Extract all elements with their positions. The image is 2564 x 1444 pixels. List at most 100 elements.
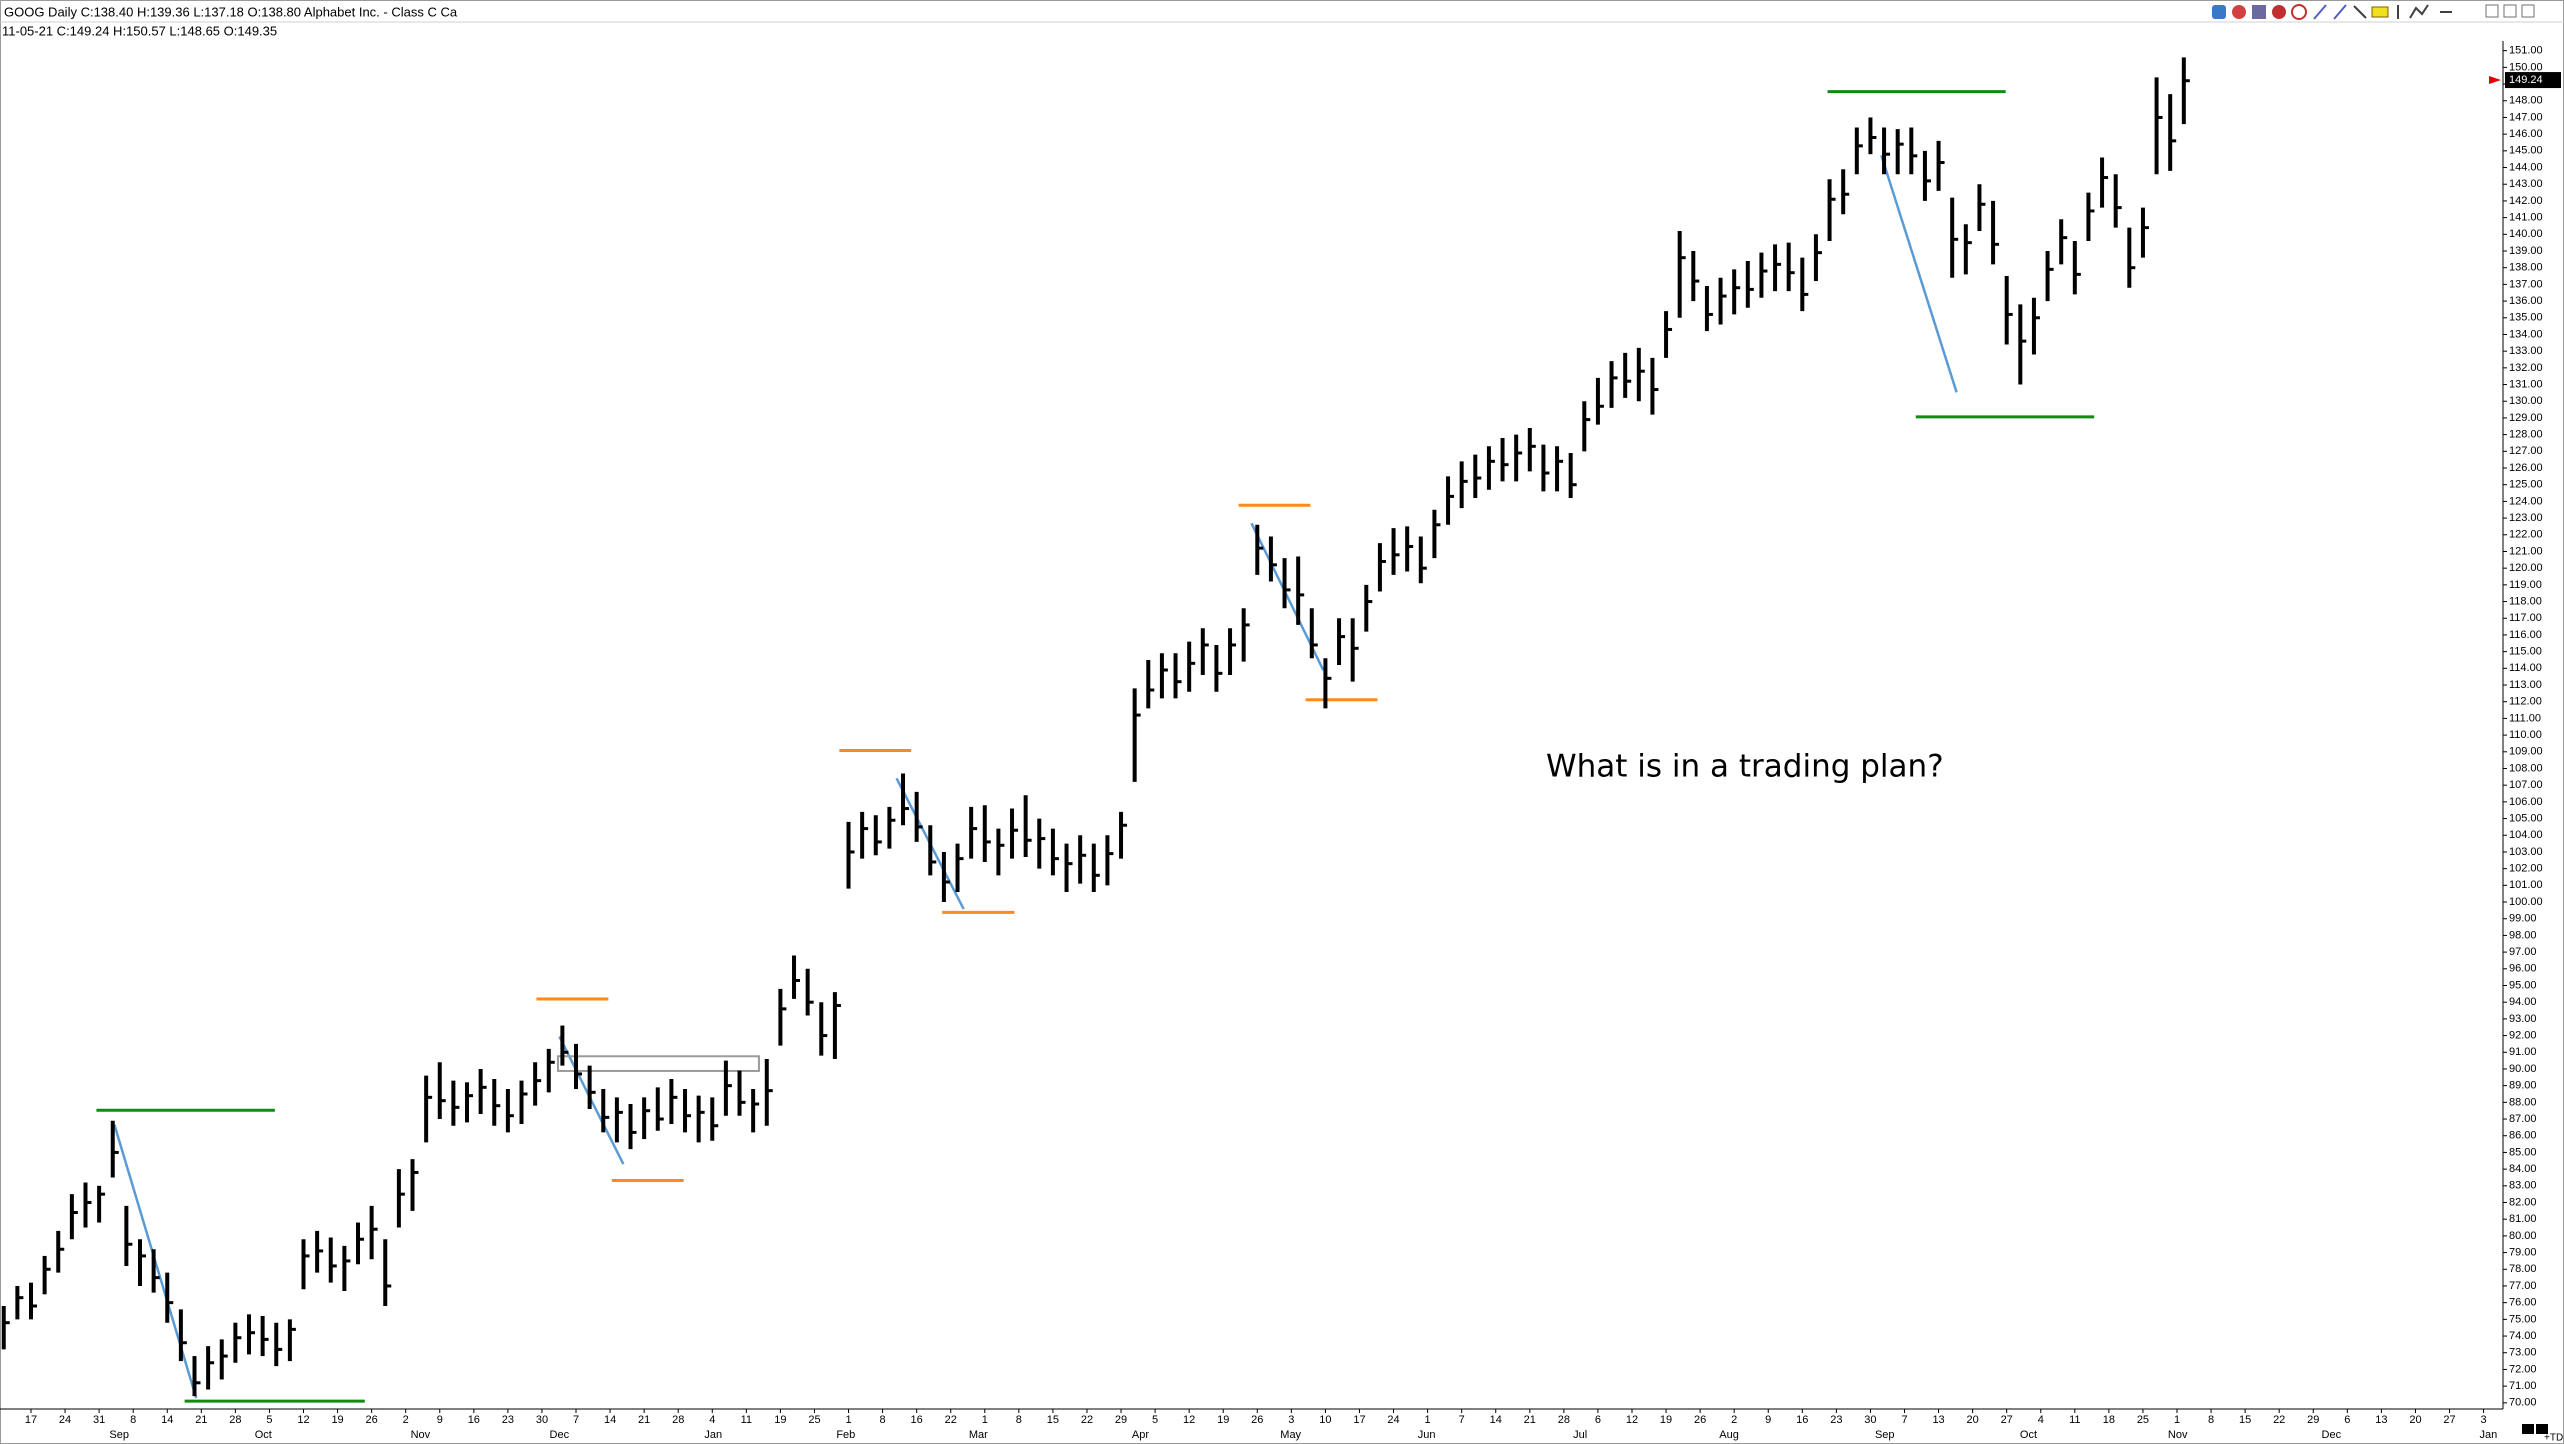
tool-icon[interactable] (2291, 4, 2307, 20)
y-tick-label: 128.00 (2509, 429, 2543, 441)
x-tick-label: 23 (502, 1414, 514, 1426)
y-tick-label: 133.00 (2509, 345, 2543, 357)
x-tick-label: 15 (1047, 1414, 1059, 1426)
x-tick-label: 19 (1660, 1414, 1672, 1426)
y-tick-label: 82.00 (2509, 1196, 2537, 1208)
x-tick-label: 6 (2344, 1414, 2350, 1426)
chart-subtitle: 11-05-21 C:149.24 H:150.57 L:148.65 O:14… (2, 23, 277, 38)
x-tick-label: 24 (1387, 1414, 1399, 1426)
y-tick-label: 83.00 (2509, 1180, 2537, 1192)
y-tick-label: 93.00 (2509, 1013, 2537, 1025)
y-tick-label: 150.00 (2509, 61, 2543, 73)
toolbar (2212, 4, 2535, 20)
y-tick-label: 119.00 (2509, 579, 2542, 591)
x-tick-label: 12 (1626, 1414, 1638, 1426)
y-tick-label: 138.00 (2509, 262, 2543, 274)
y-tick-label: 151.00 (2509, 45, 2543, 57)
y-tick-label: 117.00 (2509, 612, 2542, 624)
x-tick-label: 2 (1731, 1414, 1737, 1426)
x-tick-label: 30 (1864, 1414, 1876, 1426)
x-tick-label: 16 (468, 1414, 480, 1426)
x-tick-label: 21 (638, 1414, 650, 1426)
y-tick-label: 146.00 (2509, 128, 2543, 140)
y-tick-label: 115.00 (2509, 646, 2542, 658)
x-tick-label: 3 (1288, 1414, 1294, 1426)
y-tick-label: 79.00 (2509, 1246, 2537, 1258)
x-tick-label: 7 (573, 1414, 579, 1426)
y-tick-label: 143.00 (2509, 178, 2543, 190)
axis-corner: +TD (2544, 1433, 2563, 1444)
y-tick-label: 99.00 (2509, 913, 2537, 925)
y-tick-label: 139.00 (2509, 245, 2543, 257)
x-tick-label: 21 (195, 1414, 207, 1426)
y-tick-label: 148.00 (2509, 95, 2543, 107)
scroll-button[interactable] (2522, 1424, 2534, 1434)
y-tick-label: 120.00 (2509, 562, 2543, 574)
tool-icon[interactable] (2232, 5, 2246, 19)
y-tick-label: 80.00 (2509, 1230, 2537, 1242)
y-tick-label: 87.00 (2509, 1113, 2537, 1125)
month-label: Aug (1719, 1429, 1739, 1441)
x-tick-label: 24 (59, 1414, 71, 1426)
x-tick-label: 8 (2208, 1414, 2214, 1426)
annotation: What is in a trading plan? (1546, 749, 1944, 785)
x-tick-label: 12 (297, 1414, 309, 1426)
x-tick-label: 1 (2174, 1414, 2180, 1426)
y-tick-label: 121.00 (2509, 545, 2543, 557)
month-label: Jul (1573, 1429, 1587, 1441)
y-tick-label: 129.00 (2509, 412, 2543, 424)
y-tick-label: 142.00 (2509, 195, 2543, 207)
y-tick-label: 110.00 (2509, 729, 2542, 741)
y-tick-label: 127.00 (2509, 445, 2543, 457)
tool-icon[interactable] (2272, 5, 2286, 19)
x-tick-label: 14 (161, 1414, 173, 1426)
x-tick-label: 22 (1081, 1414, 1093, 1426)
tool-icon[interactable] (2252, 5, 2266, 19)
y-tick-label: 125.00 (2509, 479, 2543, 491)
scroll-button[interactable] (2536, 1424, 2548, 1434)
x-tick-label: 14 (1490, 1414, 1502, 1426)
y-tick-label: 90.00 (2509, 1063, 2537, 1075)
y-tick-label: 122.00 (2509, 529, 2543, 541)
price-arrow (2489, 76, 2501, 85)
window-button[interactable] (2485, 4, 2499, 18)
x-tick-label: 22 (945, 1414, 957, 1426)
tool-icon[interactable] (2371, 6, 2389, 18)
x-tick-label: 21 (1524, 1414, 1536, 1426)
x-tick-label: 17 (1353, 1414, 1365, 1426)
x-tick-label: 1 (982, 1414, 988, 1426)
x-tick-label: 28 (229, 1414, 241, 1426)
y-tick-label: 75.00 (2509, 1313, 2537, 1325)
month-label: Jun (1418, 1429, 1436, 1441)
tool-icon[interactable] (2353, 5, 2367, 19)
month-label: Jan (704, 1429, 722, 1441)
y-tick-label: 84.00 (2509, 1163, 2537, 1175)
y-tick-label: 88.00 (2509, 1096, 2537, 1108)
y-tick-label: 135.00 (2509, 312, 2543, 324)
y-tick-label: 77.00 (2509, 1280, 2537, 1292)
x-tick-label: 29 (1115, 1414, 1127, 1426)
x-tick-label: 25 (808, 1414, 820, 1426)
x-tick-label: 26 (1694, 1414, 1706, 1426)
tool-icon[interactable] (2313, 4, 2327, 20)
x-tick-label: 9 (437, 1414, 443, 1426)
x-tick-label: 29 (2307, 1414, 2319, 1426)
x-tick-label: 4 (2038, 1414, 2044, 1426)
x-tick-label: 6 (1595, 1414, 1601, 1426)
y-tick-label: 102.00 (2509, 863, 2543, 875)
x-tick-label: 16 (911, 1414, 923, 1426)
window-button[interactable] (2503, 4, 2517, 18)
y-tick-label: 94.00 (2509, 996, 2537, 1008)
tool-icon[interactable] (2333, 4, 2347, 20)
window-button[interactable] (2521, 4, 2535, 18)
x-tick-label: 19 (1217, 1414, 1229, 1426)
y-tick-label: 96.00 (2509, 963, 2537, 975)
x-tick-label: 3 (2481, 1414, 2487, 1426)
x-tick-label: 1 (1425, 1414, 1431, 1426)
tool-icon[interactable] (2409, 4, 2429, 19)
y-tick-label: 134.00 (2509, 328, 2543, 340)
x-tick-label: 4 (709, 1414, 715, 1426)
tool-icon[interactable] (2212, 5, 2226, 19)
